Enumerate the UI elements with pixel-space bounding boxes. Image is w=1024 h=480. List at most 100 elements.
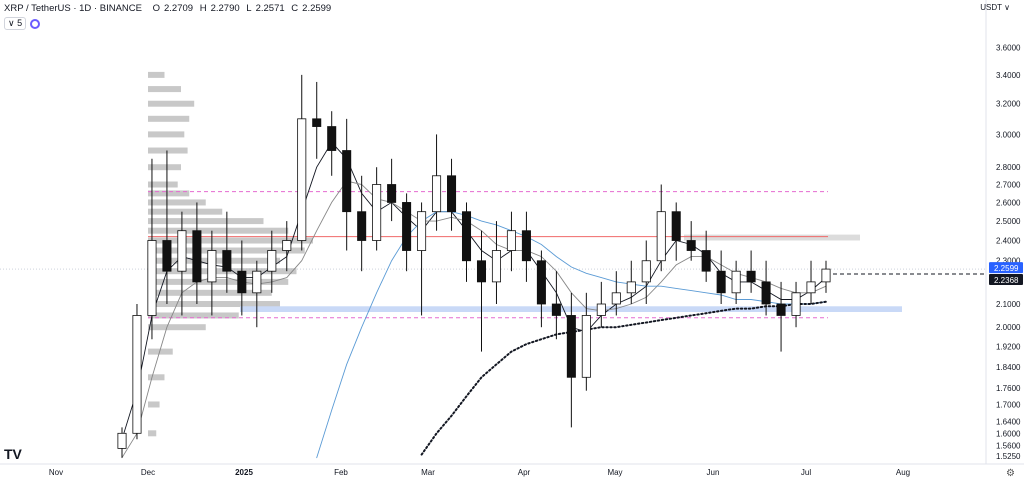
volume-profile-bar <box>148 115 190 122</box>
volume-profile-bar <box>148 374 165 381</box>
volume-profile-bar <box>148 147 188 154</box>
volume-profile-bar <box>148 312 239 319</box>
candle-body <box>731 270 741 294</box>
candle-body <box>581 315 591 378</box>
moving-average-line <box>316 211 827 459</box>
candle-body <box>312 118 322 127</box>
price-axis-tick-label: 2.8000 <box>996 163 1021 172</box>
volume-profile-bar <box>148 324 206 331</box>
time-axis-label: Apr <box>518 468 531 477</box>
candle-body <box>476 260 487 283</box>
candle-body <box>207 250 217 283</box>
price-tag-label: 2.2599 <box>994 264 1019 273</box>
candle-body <box>716 270 726 294</box>
candle-body <box>551 303 561 316</box>
candle-body <box>776 303 786 316</box>
price-axis-tick-label: 3.4000 <box>996 71 1021 80</box>
currency-selector[interactable]: USDT ∨ <box>980 3 1010 12</box>
candle-body <box>641 260 651 283</box>
price-axis-tick-label: 2.4000 <box>996 237 1021 246</box>
candle-body <box>357 211 367 241</box>
candle-body <box>117 432 127 449</box>
price-axis-tick-label: 2.5000 <box>996 217 1021 226</box>
price-axis-tick-label: 1.7000 <box>996 400 1021 409</box>
volume-profile-bar <box>148 401 160 408</box>
price-axis-tick-label: 2.0000 <box>996 323 1021 332</box>
price-axis-tick-label: 3.6000 <box>996 44 1021 53</box>
time-axis-label: Jul <box>801 468 811 477</box>
indicators-toggle[interactable]: ∨ 5 <box>4 17 41 30</box>
indicator-count: 5 <box>17 18 23 28</box>
volume-profile-bar <box>148 237 313 244</box>
candle-body <box>596 303 606 316</box>
volume-profile-bar <box>148 100 195 107</box>
volume-profile-bar <box>148 190 190 197</box>
volume-profile-bar <box>148 289 272 296</box>
price-axis-tick-label: 1.5600 <box>996 441 1021 450</box>
volume-profile-bar <box>148 199 206 206</box>
candle-body <box>177 230 187 272</box>
symbol-title[interactable]: XRP / TetherUS · 1D · BINANCE <box>4 3 142 14</box>
volume-profile-bar <box>148 218 264 225</box>
candle-body <box>626 281 636 294</box>
price-axis-tick-label: 2.3000 <box>996 257 1021 266</box>
price-zone <box>684 234 860 241</box>
loading-spinner-icon <box>30 18 41 29</box>
candle-body <box>297 118 307 241</box>
candle-body <box>147 240 157 316</box>
price-axis-tick-label: 1.9200 <box>996 343 1021 352</box>
time-axis-label: Mar <box>421 468 435 477</box>
indicator-count-button[interactable]: ∨ 5 <box>4 17 27 30</box>
volume-profile-bar <box>148 164 181 171</box>
candle-body <box>447 175 457 213</box>
time-axis-label: 2025 <box>235 468 253 477</box>
candle-body <box>491 250 501 283</box>
moving-average-line <box>420 300 827 456</box>
price-axis-tick-label: 2.1000 <box>996 300 1021 309</box>
volume-profile-bar <box>148 71 165 78</box>
candle-body <box>372 184 382 241</box>
low-label: L <box>246 3 252 14</box>
candle-body <box>611 292 621 305</box>
candle-body <box>192 230 202 283</box>
volume-profile-bar <box>148 131 185 138</box>
candle-body <box>761 281 771 305</box>
candle-body <box>267 250 277 272</box>
volume-profile-bar <box>148 181 178 188</box>
candle-body <box>237 270 247 294</box>
settings-gear-icon[interactable]: ⚙ <box>1006 468 1015 479</box>
low-value: 2.2571 <box>255 3 285 14</box>
price-axis-tick-label: 1.8400 <box>996 363 1021 372</box>
candle-body <box>701 250 711 272</box>
price-axis-tick-label: 3.0000 <box>996 130 1021 139</box>
close-value: 2.2599 <box>302 3 332 14</box>
time-axis-label: Jun <box>707 468 720 477</box>
volume-profile-bar <box>148 348 173 355</box>
candle-body <box>521 230 531 262</box>
candle-body <box>402 202 412 251</box>
time-axis-label: May <box>607 468 622 477</box>
volume-profile-bar <box>148 227 289 234</box>
price-axis-tick-label: 1.7600 <box>996 384 1021 393</box>
volume-profile-bar <box>148 208 223 215</box>
volume-profile-bar <box>148 430 157 437</box>
candle-body <box>417 211 427 251</box>
price-axis-tick-label: 1.6000 <box>996 429 1021 438</box>
candle-body <box>791 292 801 316</box>
candle-body <box>821 268 831 283</box>
volume-profile-bar <box>148 301 280 308</box>
tradingview-logo-icon: TV <box>4 446 22 462</box>
price-axis-tick-label: 3.2000 <box>996 100 1021 109</box>
chevron-down-icon: ∨ <box>8 18 15 28</box>
candle-body <box>686 240 696 251</box>
candle-body <box>222 250 232 272</box>
candle-body <box>506 230 516 251</box>
candle-body <box>282 240 292 251</box>
candle-body <box>461 211 472 262</box>
candle-body <box>806 281 816 294</box>
candle-body <box>132 315 142 434</box>
price-tag <box>989 273 1023 285</box>
price-tag-label: 2.2368 <box>994 276 1019 285</box>
